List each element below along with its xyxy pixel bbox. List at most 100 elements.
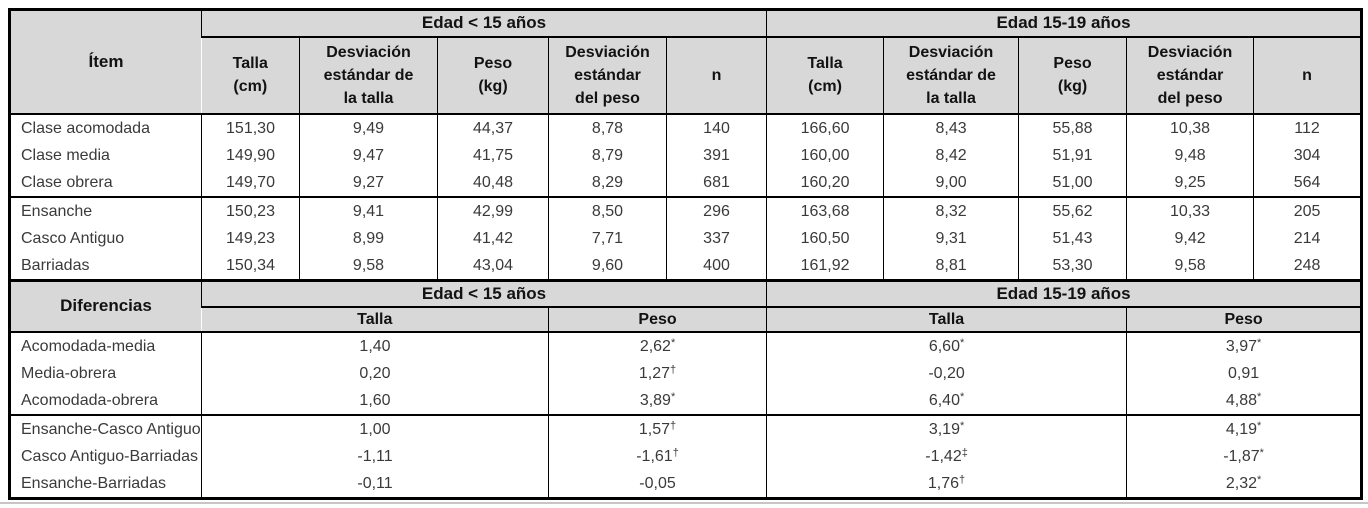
row-label: Clase media (21, 146, 110, 164)
significance-mark: * (959, 391, 965, 403)
column-header-row: Talla (cm) Desviación estándar de la tal… (10, 36, 1362, 115)
row-label: Clase acomodada (21, 119, 150, 137)
data-cell: 1,27† (547, 360, 767, 387)
diff-value: 6,40 (928, 392, 960, 409)
significance-mark: * (1256, 337, 1262, 349)
diff-value: -0,05 (639, 475, 676, 492)
diff-value: 3,89 (639, 392, 671, 409)
page-rule-divider (0, 502, 1368, 504)
data-cell: 6,60* (766, 332, 1127, 360)
diff-value: 6,60 (928, 338, 960, 355)
diff-value: 1,40 (359, 338, 391, 355)
col-header-desv-talla-15-19: Desviación estándar de la talla (883, 36, 1019, 115)
diff-col-header-peso-u15: Peso (547, 307, 767, 333)
significance-mark: * (1256, 420, 1262, 432)
significance-mark: * (959, 420, 965, 432)
data-cell: 55,62 (1018, 195, 1127, 225)
data-cell: 8,78 (548, 113, 667, 142)
data-cell: 1,57† (547, 414, 767, 443)
data-cell: 391 (665, 141, 767, 169)
data-cell: 564 (1253, 168, 1362, 197)
diff-age-group-header-15-19: Edad 15-19 años (766, 278, 1362, 308)
data-cell: 9,27 (299, 168, 438, 197)
data-cell: -1,87* (1126, 443, 1362, 470)
data-cell: 3,19* (766, 414, 1127, 443)
diff-value: -0,11 (357, 475, 393, 492)
data-cell: 9,00 (883, 168, 1019, 197)
diff-value: -1,11 (357, 448, 393, 465)
data-cell: 0,20 (201, 360, 549, 387)
row-label: Media-obrera (21, 365, 117, 382)
data-cell: 9,25 (1126, 168, 1254, 197)
data-cell: 51,91 (1018, 141, 1127, 169)
diff-value: -1,87 (1223, 448, 1260, 465)
data-cell: 400 (665, 251, 767, 280)
data-cell: 214 (1253, 224, 1362, 252)
table-row: Media-obrera 0,20 1,27† -0,20 0,91 (10, 360, 1362, 387)
age-group-header-under15: Edad < 15 años (200, 9, 767, 38)
data-cell: 149,90 (201, 141, 300, 169)
diff-value: 1,27 (638, 365, 671, 382)
item-column-header: Ítem (9, 9, 202, 115)
data-cell: -1,11 (201, 443, 549, 470)
data-cell: 4,19* (1126, 414, 1362, 443)
measurements-body: Clase acomodada 151,30 9,49 44,37 8,78 140 166… (9, 113, 1362, 280)
row-label: Ensanche (9, 195, 202, 225)
significance-mark: † (670, 364, 677, 376)
data-cell: 44,37 (437, 113, 549, 142)
data-cell: 10,33 (1126, 195, 1254, 225)
diff-value: -1,61 (636, 448, 673, 465)
diff-age-group-header-row: Diferencias Edad < 15 años Edad 15-19 añ… (9, 278, 1362, 333)
data-cell: 2,32* (1126, 470, 1362, 499)
col-header-peso-15-19: Peso (kg) (1018, 36, 1127, 115)
data-cell: 8,42 (883, 141, 1019, 169)
row-label: Barriadas (21, 256, 90, 274)
data-cell: 0,91 (1126, 360, 1362, 387)
data-cell: 9,41 (299, 195, 438, 225)
significance-mark: † (672, 447, 679, 459)
data-cell: 9,47 (299, 141, 438, 169)
diff-value: 4,19 (1225, 421, 1257, 438)
diff-value: 4,88 (1225, 392, 1257, 409)
data-cell: 2,62* (547, 332, 767, 360)
data-cell: 3,89* (547, 387, 767, 415)
data-cell: 9,49 (299, 113, 438, 142)
data-cell: 160,50 (766, 224, 884, 252)
significance-mark: * (1259, 447, 1264, 459)
data-cell: 163,68 (766, 195, 884, 225)
data-cell: 151,30 (201, 113, 300, 142)
data-cell: 161,92 (766, 251, 884, 280)
data-cell: 53,30 (1018, 251, 1127, 280)
data-cell: 337 (665, 224, 767, 252)
data-cell: 9,58 (1126, 251, 1254, 280)
data-cell: 4,88* (1126, 387, 1362, 415)
data-cell: 150,34 (201, 251, 300, 280)
data-cell: -1,61† (547, 443, 767, 470)
data-cell: 149,23 (201, 224, 300, 252)
diff-value: 1,76 (927, 475, 960, 492)
data-cell: 8,43 (883, 113, 1019, 142)
age-group-header-row: Ítem Edad < 15 años Edad 15-19 años (9, 9, 1362, 115)
data-cell: -0,20 (766, 360, 1127, 387)
data-cell: 150,23 (201, 195, 300, 225)
differences-body: Acomodada-media 1,40 2,62* 6,60* 3,97* Media-… (9, 332, 1362, 499)
col-header-desv-peso-15-19: Desviación estándar del peso (1126, 36, 1254, 115)
data-cell: 42,99 (437, 195, 549, 225)
significance-mark: * (670, 391, 676, 403)
col-header-desv-talla-u15: Desviación estándar de la talla (299, 36, 438, 115)
row-label: Casco Antiguo-Barriadas (21, 448, 198, 465)
significance-mark: * (959, 337, 965, 349)
significance-mark: * (670, 337, 676, 349)
table-row: Ensanche-Casco Antiguo 1,00 1,57† 3,19* 4,19… (9, 414, 1362, 443)
data-cell: 8,50 (548, 195, 667, 225)
diff-value: 3,97 (1225, 338, 1257, 355)
row-label: Casco Antiguo (21, 229, 125, 247)
row-label: Acomodada-media (21, 338, 156, 355)
data-cell: 6,40* (766, 387, 1127, 415)
age-group-header-15-19: Edad 15-19 años (766, 9, 1362, 38)
data-cell: 248 (1253, 251, 1362, 280)
data-cell: 681 (665, 168, 767, 197)
data-cell: 304 (1253, 141, 1362, 169)
significance-mark: * (1256, 474, 1262, 486)
data-cell: 140 (665, 113, 767, 142)
